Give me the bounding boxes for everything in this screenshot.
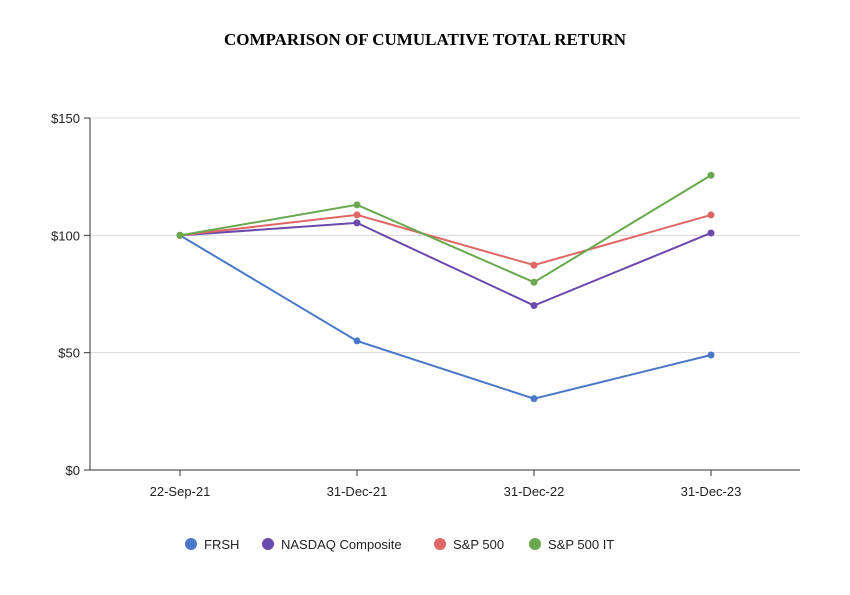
data-point [530, 261, 538, 269]
chart-title: COMPARISON OF CUMULATIVE TOTAL RETURN [223, 30, 627, 49]
x-tick-label: 31-Dec-21 [327, 484, 388, 499]
y-tick-label: $150 [51, 111, 80, 126]
data-point [530, 278, 538, 286]
x-tick-label: 31-Dec-22 [504, 484, 565, 499]
x-tick-label: 22-Sep-21 [150, 484, 211, 499]
series-line [179, 234, 712, 400]
data-point [530, 395, 538, 403]
legend-label: S&P 500 [453, 537, 504, 552]
legend-label: NASDAQ Composite [281, 537, 402, 552]
data-point [707, 171, 715, 179]
data-point [353, 219, 361, 227]
series-line [179, 174, 712, 284]
legend-marker [262, 538, 274, 550]
y-tick-label: $50 [58, 346, 80, 361]
data-point [353, 201, 361, 209]
legend-marker [434, 538, 446, 550]
series-line [179, 221, 712, 307]
data-point [176, 231, 184, 239]
data-point [353, 337, 361, 345]
y-tick-label: $100 [51, 228, 80, 243]
data-point [707, 211, 715, 219]
data-point [353, 211, 361, 219]
data-point [707, 229, 715, 237]
legend-marker [185, 538, 197, 550]
x-tick-label: 31-Dec-23 [681, 484, 742, 499]
y-tick-label: $0 [66, 463, 80, 478]
series-line [179, 213, 712, 267]
data-point [707, 351, 715, 359]
data-point [530, 301, 538, 309]
legend-marker [529, 538, 541, 550]
legend-label: S&P 500 IT [548, 537, 614, 552]
legend-label: FRSH [204, 537, 239, 552]
